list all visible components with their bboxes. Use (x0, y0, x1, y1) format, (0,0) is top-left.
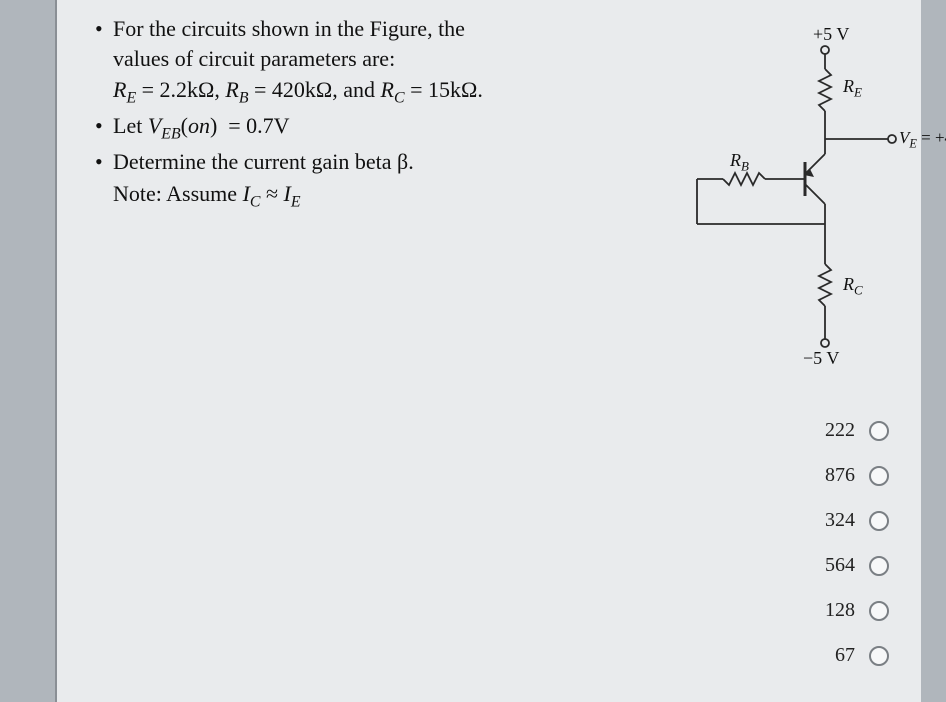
question-line-determine: Determine the current gain beta β. (95, 147, 605, 177)
answer-option-label: 67 (835, 644, 855, 667)
question-line-params: RE = 2.2kΩ, RB = 420kΩ, and RC = 15kΩ. (95, 75, 605, 109)
answer-options: 222 876 324 564 128 67 (759, 419, 889, 689)
answer-option-label: 324 (825, 509, 855, 532)
answer-option[interactable]: 324 (759, 509, 889, 532)
answer-option[interactable]: 128 (759, 599, 889, 622)
question-text: For the circuits shown in the Figure, th… (95, 14, 605, 212)
rb-label: RB (730, 150, 749, 175)
answer-option-label: 876 (825, 464, 855, 487)
question-line-note: Note: Assume IC ≈ IE (95, 179, 605, 213)
question-line-1a: For the circuits shown in the Figure, th… (113, 16, 465, 41)
answer-option[interactable]: 222 (759, 419, 889, 442)
question-line-let: Let VEB(on) = 0.7V (95, 111, 605, 145)
question-line-1b: values of circuit parameters are: (113, 46, 395, 71)
radio-icon[interactable] (869, 556, 889, 576)
ve-label: VE = +4 V (899, 128, 946, 151)
answer-option-label: 222 (825, 419, 855, 442)
radio-icon[interactable] (869, 466, 889, 486)
bottom-voltage-label: −5 V (803, 348, 839, 369)
radio-icon[interactable] (869, 646, 889, 666)
circuit-diagram: +5 V RE RB VE = +4 V RC −5 V (635, 24, 935, 374)
rc-label: RC (843, 274, 863, 299)
radio-icon[interactable] (869, 511, 889, 531)
re-label: RE (843, 76, 862, 101)
circuit-svg (635, 24, 935, 374)
radio-icon[interactable] (869, 421, 889, 441)
top-voltage-label: +5 V (813, 24, 849, 45)
question-line-intro: For the circuits shown in the Figure, th… (95, 14, 605, 73)
radio-icon[interactable] (869, 601, 889, 621)
answer-option[interactable]: 876 (759, 464, 889, 487)
answer-option[interactable]: 564 (759, 554, 889, 577)
answer-option[interactable]: 67 (759, 644, 889, 667)
answer-option-label: 564 (825, 554, 855, 577)
answer-option-label: 128 (825, 599, 855, 622)
